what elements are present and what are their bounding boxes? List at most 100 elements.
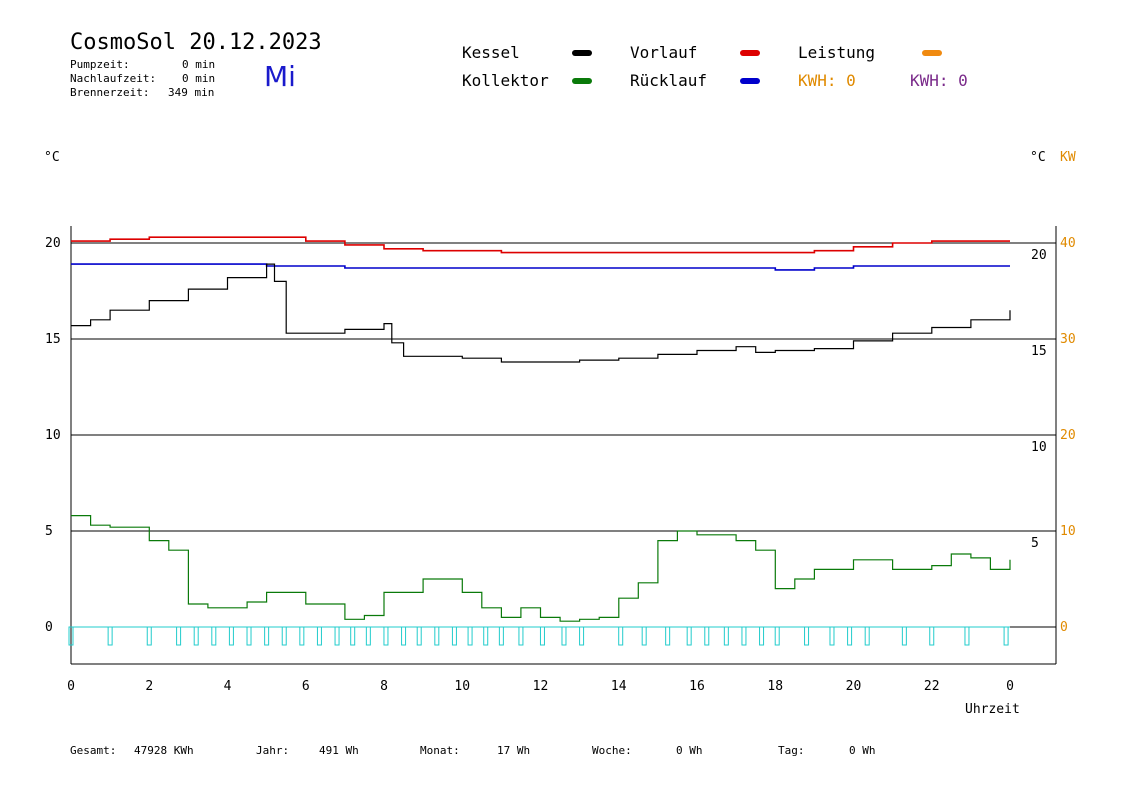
nachlaufzeit-value: 0 min xyxy=(182,72,216,85)
pump-pulse xyxy=(68,626,74,646)
pumpzeit-value: 0 min xyxy=(182,58,216,71)
pump-pulse xyxy=(561,626,567,646)
series-line-vorlauf xyxy=(71,236,1010,254)
tag-label: Tag: xyxy=(778,744,805,757)
right-unit-kw: KW xyxy=(1060,150,1076,165)
pump-pulse xyxy=(281,626,287,646)
pump-pulse xyxy=(350,626,356,646)
pump-pulse xyxy=(176,626,182,646)
pump-pulse xyxy=(451,626,457,646)
pump-pulse xyxy=(383,626,389,646)
gesamt-label: Gesamt: xyxy=(70,744,117,757)
pump-pulse xyxy=(107,626,113,646)
monat-label: Monat: xyxy=(420,744,460,757)
legend-vorlauf: Vorlauf xyxy=(630,43,698,62)
pump-pulse xyxy=(246,626,252,646)
left-unit-label: °C xyxy=(44,150,60,165)
legend-kollektor-swatch xyxy=(572,78,592,84)
pump-pulse xyxy=(299,626,305,646)
legend-vorlauf-swatch xyxy=(740,50,760,56)
pump-pulse xyxy=(498,626,504,646)
legend-kessel: Kessel xyxy=(462,43,520,62)
pump-pulse xyxy=(518,626,524,646)
y-tick-right-kw: 0 xyxy=(1060,620,1068,635)
x-tick-label: 12 xyxy=(533,679,549,694)
pumpzeit-label: Pumpzeit: xyxy=(70,58,130,71)
pump-pulse xyxy=(416,626,422,646)
weekday-label: Mi xyxy=(264,60,296,93)
y-tick-left: 20 xyxy=(45,236,61,251)
page-title: CosmoSol 20.12.2023 xyxy=(70,30,322,55)
pump-pulse xyxy=(641,626,647,646)
x-tick-label: 2 xyxy=(145,679,153,694)
woche-value: 0 Wh xyxy=(676,744,703,757)
pump-pulse xyxy=(759,626,765,646)
x-tick-label: 22 xyxy=(924,679,940,694)
nachlaufzeit-label: Nachlaufzeit: xyxy=(70,72,157,85)
tag-value: 0 Wh xyxy=(849,744,876,757)
legend-leistung-swatch xyxy=(922,50,942,56)
pump-pulse xyxy=(228,626,234,646)
x-tick-label: 8 xyxy=(380,679,388,694)
pump-pulse xyxy=(401,626,407,646)
pump-pulse xyxy=(146,626,152,646)
pump-pulse xyxy=(193,626,199,646)
x-axis-label: Uhrzeit xyxy=(965,702,1020,717)
pump-pulse xyxy=(211,626,217,646)
pump-pulse xyxy=(579,626,585,646)
pump-pulse xyxy=(723,626,729,646)
series-line-kollektor xyxy=(71,514,1011,622)
y-tick-right: 10 xyxy=(1031,440,1047,455)
x-tick-label: 16 xyxy=(689,679,705,694)
y-tick-right: 15 xyxy=(1031,344,1047,359)
pump-pulse xyxy=(264,626,270,646)
y-tick-left: 15 xyxy=(45,332,61,347)
jahr-label: Jahr: xyxy=(256,744,290,757)
x-tick-label: 20 xyxy=(846,679,862,694)
y-tick-right-kw: 10 xyxy=(1060,524,1076,539)
legend-kollektor: Kollektor xyxy=(462,71,549,90)
series-line-ruecklauf xyxy=(71,263,1010,271)
brennerzeit-label: Brennerzeit: xyxy=(70,86,150,99)
legend-leistung: Leistung xyxy=(798,43,876,62)
legend-ruecklauf-swatch xyxy=(740,78,760,84)
x-tick-label: 4 xyxy=(224,679,232,694)
pump-pulse xyxy=(847,626,853,646)
y-tick-left: 10 xyxy=(45,428,61,443)
pump-pulse xyxy=(539,626,545,646)
pump-pulse xyxy=(334,626,340,646)
pump-pulse xyxy=(316,626,322,646)
pump-pulse xyxy=(864,626,870,646)
pump-pulse xyxy=(804,626,810,646)
x-tick-label: 14 xyxy=(611,679,627,694)
x-tick-label: 0 xyxy=(1006,679,1014,694)
jahr-value: 491 Wh xyxy=(319,744,359,757)
woche-label: Woche: xyxy=(592,744,632,757)
y-tick-right-kw: 40 xyxy=(1060,236,1076,251)
pump-pulse xyxy=(665,626,671,646)
y-tick-left: 0 xyxy=(45,620,53,635)
gesamt-value: 47928 KWh xyxy=(134,744,194,757)
pump-pulse xyxy=(1003,626,1009,646)
pump-pulse xyxy=(434,626,440,646)
y-tick-right: 20 xyxy=(1031,248,1047,263)
x-tick-label: 6 xyxy=(302,679,310,694)
pump-pulse xyxy=(704,626,710,646)
brennerzeit-value: 349 min xyxy=(168,86,215,99)
y-tick-left: 5 xyxy=(45,524,53,539)
right-unit-celsius: °C xyxy=(1030,150,1046,165)
pump-pulse xyxy=(365,626,371,646)
pump-pulse xyxy=(618,626,624,646)
pump-pulse xyxy=(964,626,970,646)
kwh-purple: KWH: 0 xyxy=(910,71,968,90)
pump-pulse xyxy=(774,626,780,646)
y-tick-right: 5 xyxy=(1031,536,1039,551)
y-tick-right-kw: 30 xyxy=(1060,332,1076,347)
series-line-kessel xyxy=(71,263,1011,363)
x-tick-label: 10 xyxy=(454,679,470,694)
monat-value: 17 Wh xyxy=(497,744,531,757)
legend-kessel-swatch xyxy=(572,50,592,56)
pump-pulse xyxy=(686,626,692,646)
pump-pulse xyxy=(929,626,935,646)
x-tick-label: 18 xyxy=(767,679,783,694)
